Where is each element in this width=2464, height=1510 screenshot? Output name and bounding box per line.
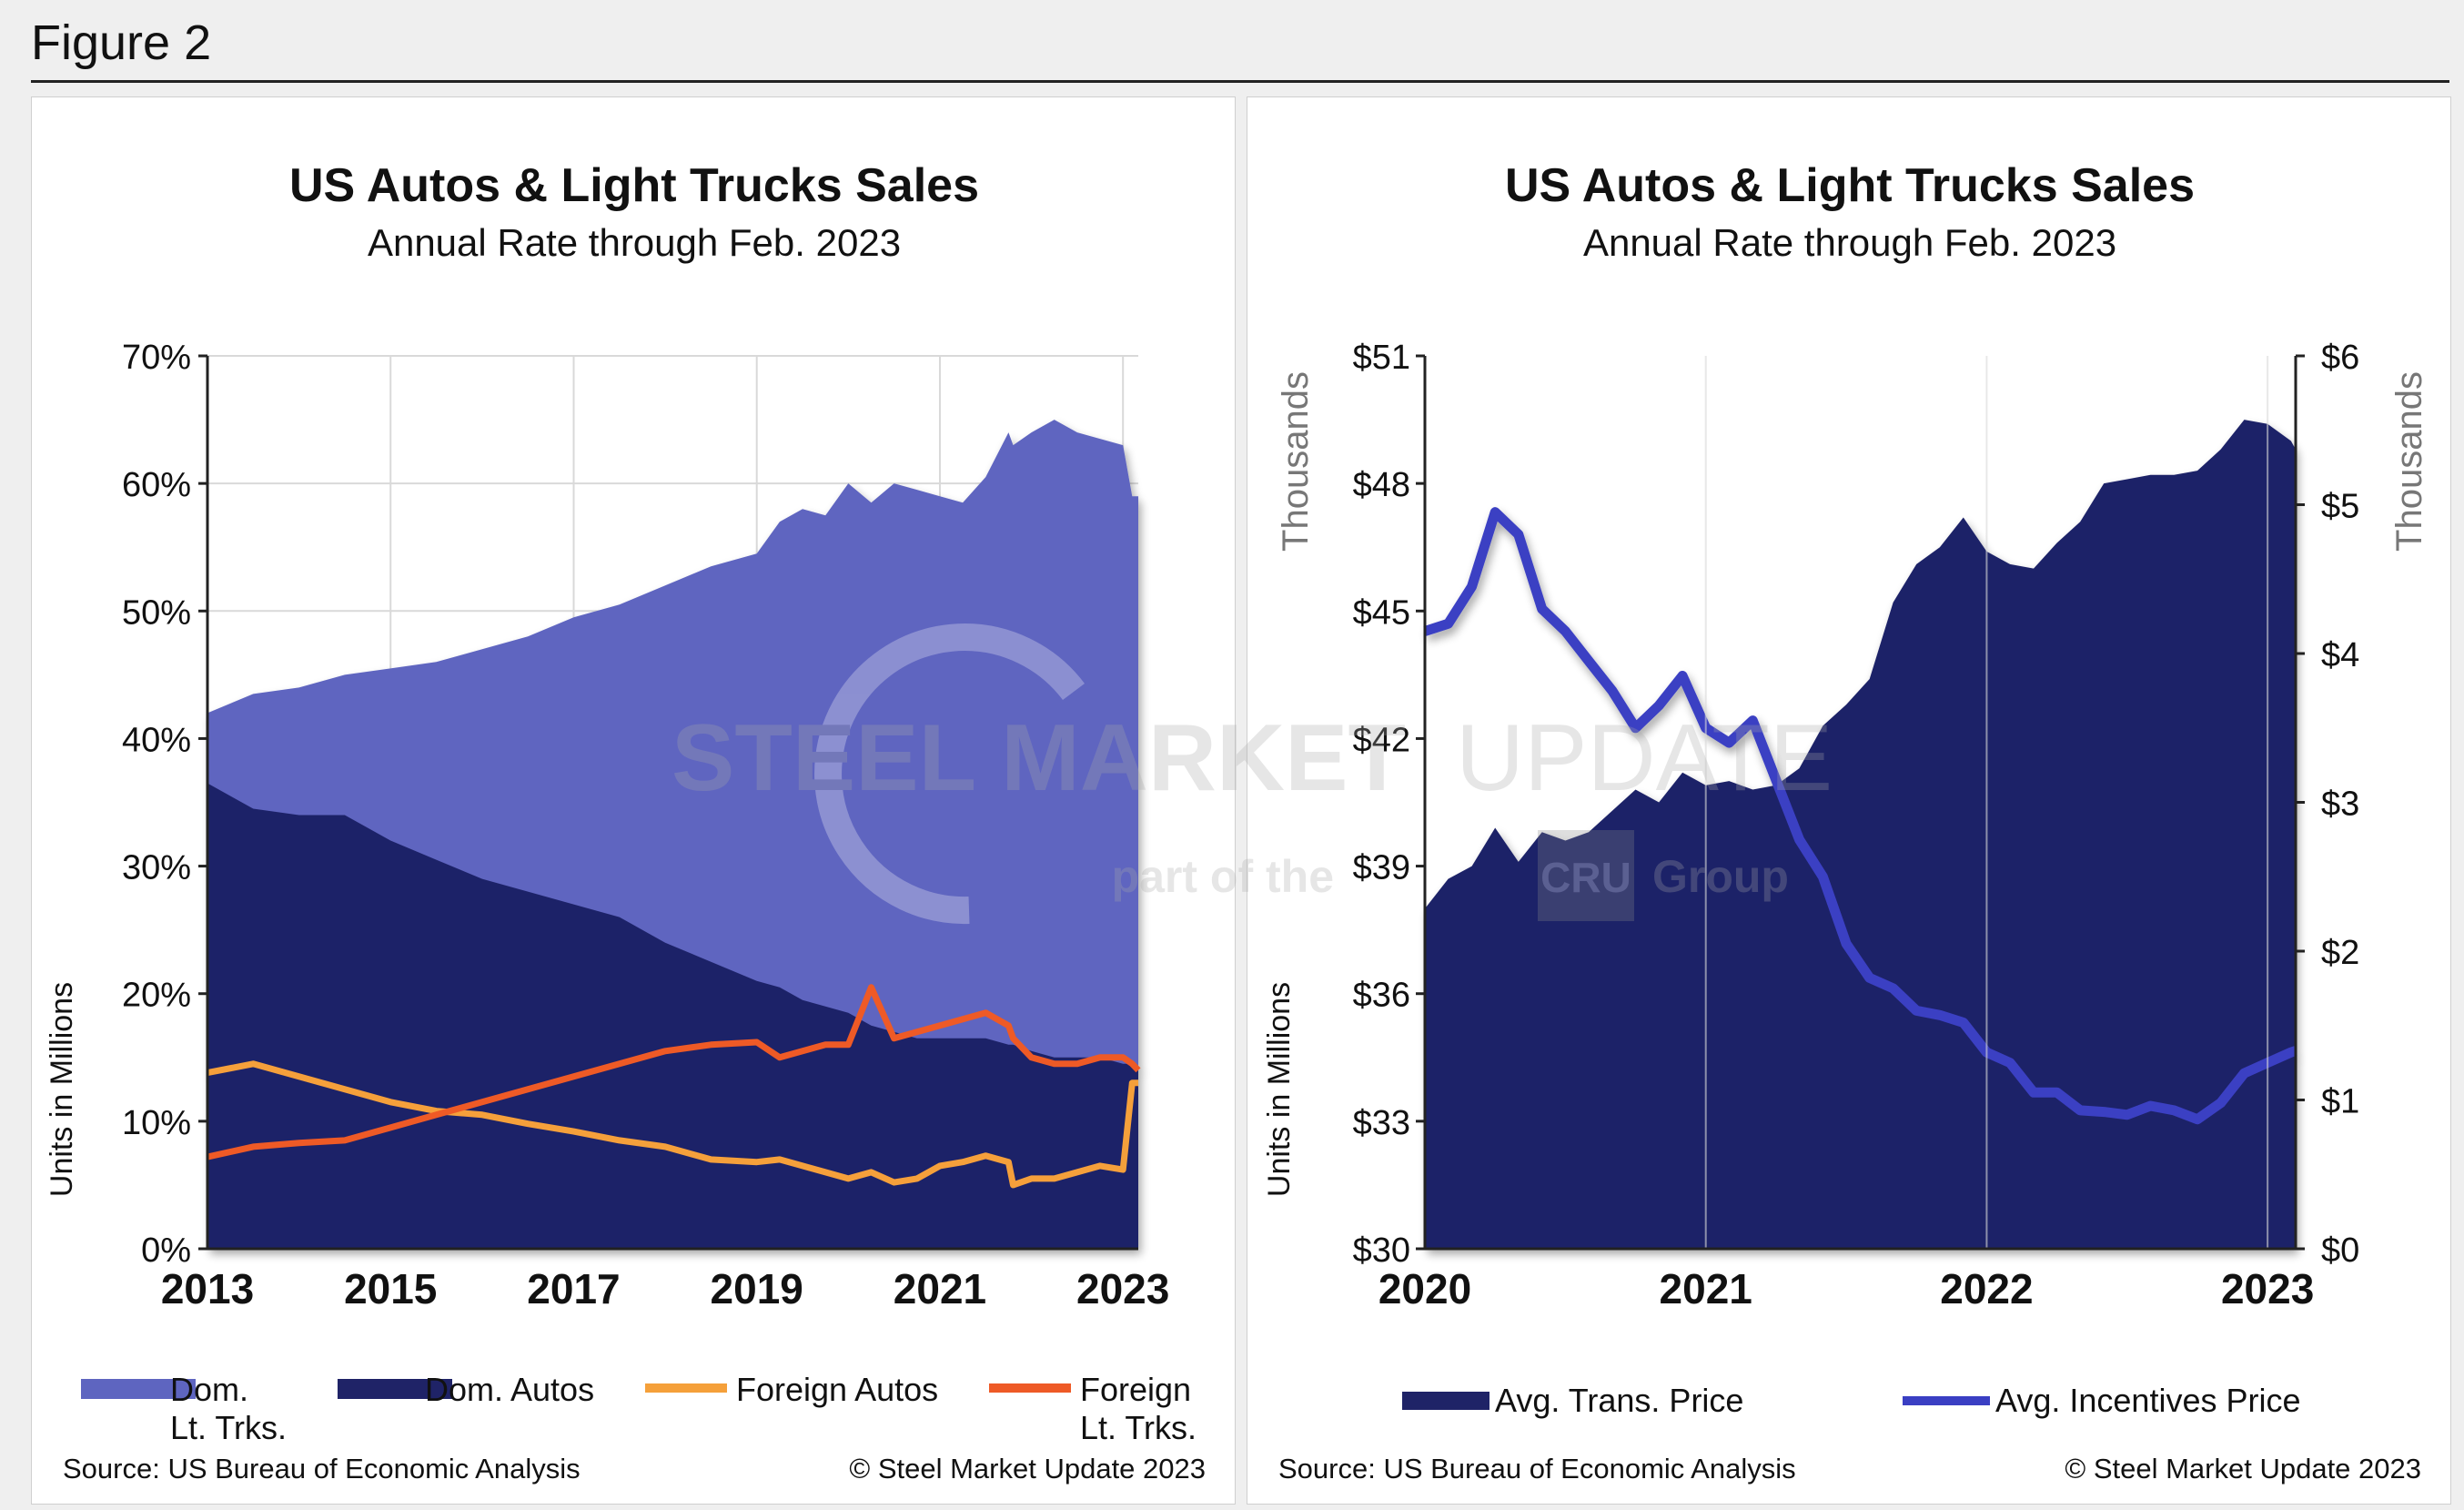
right-plot-area	[1423, 420, 2297, 1250]
right-y2-tick-label: $5	[2321, 488, 2359, 526]
right-y-tick-label: $51	[1353, 339, 1410, 377]
left-x-tick-label: 2019	[711, 1265, 803, 1312]
right-y2-tick-label: $0	[2321, 1231, 2359, 1270]
left-source: Source: US Bureau of Economic Analysis	[63, 1453, 581, 1485]
right-x-tick-label: 2022	[1940, 1265, 2033, 1312]
left-plot-area	[207, 420, 1141, 1250]
right-x-tick-label: 2020	[1378, 1265, 1471, 1312]
right-y-tick-label: $36	[1353, 977, 1410, 1015]
right-chart-svg: US Autos & Light Trucks Sales Annual Rat…	[1262, 159, 2429, 1485]
legend-label-avg-incentives-price: Avg. Incentives Price	[1995, 1382, 2301, 1419]
right-x-tick-label: 2021	[1660, 1265, 1752, 1312]
left-chart-svg: US Autos & Light Trucks Sales Annual Rat…	[45, 159, 1206, 1485]
legend-label-foreign-lt-trks: Foreign Lt. Trks.	[1080, 1371, 1197, 1446]
series-area-avg-trans-price	[1425, 420, 2296, 1250]
left-y-axis-label: Units in Millions	[45, 982, 79, 1197]
left-copyright: © Steel Market Update 2023	[849, 1453, 1206, 1485]
left-y-tick-label: 70%	[122, 339, 191, 377]
series-line-avg-incentives-price	[1423, 507, 2297, 1125]
right-y-tick-label: $42	[1353, 721, 1410, 759]
left-y-tick-label: 20%	[122, 977, 191, 1015]
legend-label-dom-lt-trks: Dom. Lt. Trks.	[170, 1371, 287, 1446]
legend-swatch-avg-trans-price	[1402, 1392, 1490, 1410]
legend-swatch-dom-autos	[338, 1379, 452, 1399]
left-legend: Dom. Lt. Trks. Dom. Autos Foreign Autos F…	[81, 1371, 1197, 1446]
right-chart-panel: US Autos & Light Trucks Sales Annual Rat…	[1247, 96, 2451, 1505]
left-y-tick-label: 30%	[122, 849, 191, 887]
legend-label-foreign-autos: Foreign Autos	[736, 1371, 938, 1408]
right-y2-tick-label: $1	[2321, 1083, 2359, 1121]
legend-label-avg-trans-price: Avg. Trans. Price	[1495, 1382, 1743, 1419]
right-legend: Avg. Trans. Price Avg. Incentives Price	[1402, 1382, 2301, 1419]
figure-label: Figure 2	[31, 15, 212, 70]
right-left-units-label: Thousands	[1276, 371, 1316, 552]
left-x-tick-label: 2013	[161, 1265, 254, 1312]
left-y-tick-label: 60%	[122, 466, 191, 504]
left-x-tick-label: 2015	[344, 1265, 437, 1312]
left-chart-title: US Autos & Light Trucks Sales	[289, 159, 979, 212]
right-source: Source: US Bureau of Economic Analysis	[1278, 1453, 1796, 1485]
right-x-tick-label: 2023	[2221, 1265, 2314, 1312]
right-y-tick-label: $39	[1353, 849, 1410, 887]
series-line-foreign-lt-trks	[207, 984, 1141, 1160]
left-y-tick-label: 10%	[122, 1104, 191, 1142]
right-chart-title: US Autos & Light Trucks Sales	[1505, 159, 2195, 212]
left-chart-panel: US Autos & Light Trucks Sales Annual Rat…	[31, 96, 1236, 1505]
right-axes: $30 $33 $36 $39 $42 $45 $48 $51 $0 $1 $2 $3 $4 $5 $6 20…	[1353, 339, 2360, 1312]
right-y2-tick-label: $3	[2321, 785, 2359, 824]
right-y2-tick-label: $6	[2321, 339, 2359, 377]
right-copyright: © Steel Market Update 2023	[2065, 1453, 2421, 1485]
legend-swatch-dom-lt-trks	[81, 1379, 196, 1399]
right-chart-subtitle: Annual Rate through Feb. 2023	[1583, 221, 2116, 264]
left-x-tick-label: 2023	[1076, 1265, 1169, 1312]
left-x-tick-label: 2017	[527, 1265, 620, 1312]
right-y2-tick-label: $2	[2321, 934, 2359, 972]
left-y-tick-label: 40%	[122, 721, 191, 759]
left-x-tick-label: 2021	[894, 1265, 986, 1312]
right-right-units-label: Thousands	[2389, 371, 2429, 552]
series-area-dom-autos	[207, 783, 1138, 1249]
left-axes: 0% 10% 20% 30% 40% 50% 60% 70% 2013 2015 2017 2019 2…	[122, 339, 1169, 1312]
right-y2-tick-label: $4	[2321, 636, 2359, 674]
right-y-axis-label: Units in Millions	[1262, 982, 1297, 1197]
left-chart-subtitle: Annual Rate through Feb. 2023	[368, 221, 901, 264]
figure-divider	[31, 80, 2449, 83]
right-y-tick-label: $30	[1353, 1231, 1410, 1270]
right-y-tick-label: $45	[1353, 593, 1410, 632]
left-y-tick-label: 0%	[141, 1231, 191, 1270]
legend-label-dom-autos: Dom. Autos	[425, 1371, 594, 1408]
right-y-tick-label: $33	[1353, 1104, 1410, 1142]
right-y-tick-label: $48	[1353, 466, 1410, 504]
left-y-tick-label: 50%	[122, 593, 191, 632]
